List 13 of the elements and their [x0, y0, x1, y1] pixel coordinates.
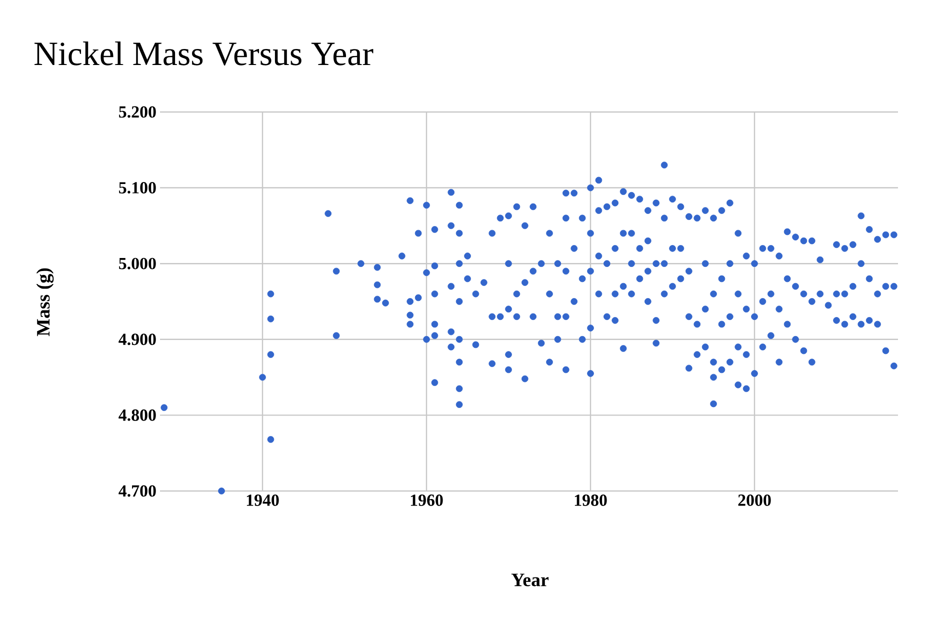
chart-title: Nickel Mass Versus Year	[34, 41, 374, 66]
y-tick-label: 5.000	[119, 258, 156, 270]
x-tick-label: 1940	[246, 494, 279, 506]
x-tick-label: 1960	[410, 494, 443, 506]
y-axis-title: Mass (g)	[36, 268, 54, 336]
x-tick-label: 2000	[738, 494, 771, 506]
y-tick-label: 4.800	[118, 409, 156, 421]
x-axis-title: Year	[511, 574, 549, 586]
x-tick-label: 1980	[574, 494, 607, 506]
y-tick-label: 4.900	[118, 334, 156, 346]
y-tick-label: 5.200	[119, 106, 156, 118]
y-tick-label: 4.700	[118, 485, 156, 497]
y-tick-label: 5.100	[119, 182, 156, 194]
